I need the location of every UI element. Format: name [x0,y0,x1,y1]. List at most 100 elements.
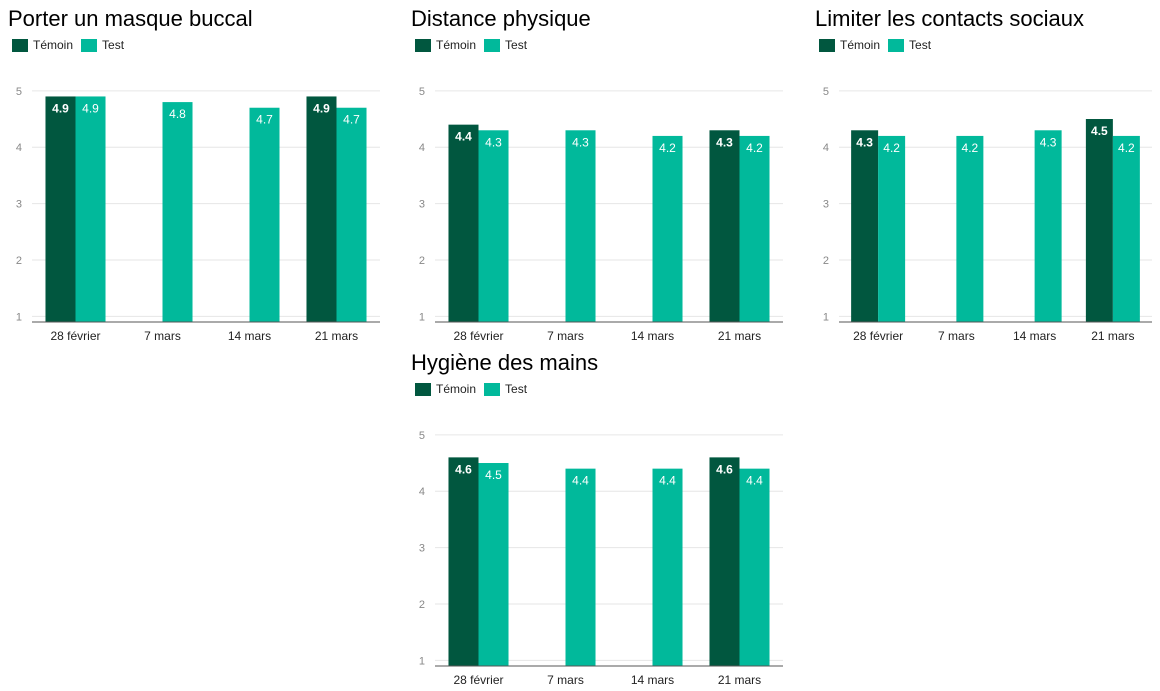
legend-swatch-test [81,38,98,52]
bar-test [878,135,906,322]
bar-test [75,96,106,323]
y-tick-label: 5 [823,86,829,98]
data-label: 4.4 [572,474,589,488]
x-tick-label: 14 mars [631,329,674,343]
x-tick-label: 28 février [453,673,503,687]
y-tick-label: 5 [419,86,425,98]
x-tick-label: 7 mars [144,329,181,343]
y-tick-label: 2 [16,255,22,267]
y-tick-label: 4 [823,142,829,154]
data-label: 4.2 [883,141,900,155]
data-label: 4.9 [82,101,99,115]
bar-test [652,468,683,666]
chart-panel-contacts: Limiter les contacts sociaux Témoin Test… [815,6,1160,346]
data-label: 4.3 [572,135,589,149]
legend: Témoin Test [12,38,132,52]
chart-panel-hygiene: Hygiène des mains Témoin Test 1 2 3 4 5 4.6 4.… [411,350,791,690]
legend-label-test: Test [909,38,932,52]
bar-test [478,130,509,322]
legend-label-temoin: Témoin [840,38,881,52]
chart-title: Limiter les contacts sociaux [815,6,1084,31]
bar-temoin [45,96,76,323]
y-tick-label: 4 [419,142,425,154]
data-label: 4.2 [659,141,676,155]
legend-swatch-test [484,382,501,396]
y-tick-label: 1 [419,655,425,667]
y-tick-label: 1 [823,311,829,323]
bar-temoin [448,457,479,666]
data-label: 4.7 [256,113,273,127]
data-label: 4.2 [962,141,979,155]
x-tick-label: 14 mars [1013,329,1056,343]
legend-label-test: Test [102,38,125,52]
legend: Témoin Test [415,38,535,52]
y-tick-label: 5 [16,86,22,98]
y-tick-label: 3 [419,199,425,211]
chart-title: Hygiène des mains [411,350,599,375]
legend-swatch-temoin [819,38,835,52]
data-label: 4.4 [455,130,472,144]
data-label: 4.5 [485,468,502,482]
bar-chart: 1 2 3 4 5 4.6 4.5 28 février 4.4 7 mars 4.4 14 mars… [419,430,783,687]
bar-test [1112,135,1140,322]
bar-temoin [1085,119,1113,322]
bar-temoin [306,96,337,323]
bar-test [565,468,596,666]
bar-chart: 1 2 3 4 5 4.9 4.9 28 février 4.8 7 mars 4.7 14 mars… [16,86,380,343]
legend: Témoin Test [819,38,939,52]
chart-panel-masque: Porter un masque buccal Témoin Test 1 2 3 4… [8,6,388,346]
y-tick-label: 3 [419,543,425,555]
y-tick-label: 4 [419,486,425,498]
bar-chart: 1 2 3 4 5 4.4 4.3 28 février 4.3 7 mars 4.2 14 mars… [419,86,783,343]
chart-title: Distance physique [411,6,591,31]
bar-test [956,135,984,322]
y-tick-label: 3 [16,199,22,211]
data-label: 4.3 [856,135,873,149]
y-tick-label: 5 [419,430,425,442]
bar-test [652,135,683,322]
y-tick-label: 2 [823,255,829,267]
data-label: 4.9 [52,101,69,115]
data-label: 4.2 [746,141,763,155]
bar-temoin [851,130,879,322]
x-tick-label: 7 mars [938,329,975,343]
bar-test [162,102,193,323]
chart-title: Porter un masque buccal [8,6,253,31]
y-tick-label: 4 [16,142,22,154]
y-tick-label: 2 [419,599,425,611]
data-label: 4.9 [313,101,330,115]
x-tick-label: 14 mars [631,673,674,687]
x-tick-label: 7 mars [547,329,584,343]
x-tick-label: 21 mars [718,329,761,343]
x-tick-label: 21 mars [1091,329,1134,343]
data-label: 4.7 [343,113,360,127]
data-label: 4.5 [1091,124,1108,138]
legend-label-temoin: Témoin [33,38,74,52]
bar-test [739,135,770,322]
legend-swatch-test [888,38,905,52]
data-label: 4.4 [746,474,763,488]
legend: Témoin Test [415,382,535,396]
legend-swatch-temoin [415,38,431,52]
data-label: 4.6 [455,462,472,476]
x-tick-label: 21 mars [315,329,358,343]
legend-label-test: Test [505,382,528,396]
legend-swatch-temoin [415,382,431,396]
bar-temoin [448,124,479,322]
data-label: 4.6 [716,462,733,476]
data-label: 4.3 [1040,135,1057,149]
bar-chart: 1 2 3 4 5 4.3 4.2 28 février 4.2 7 mars 4.3 14 mars… [823,86,1152,343]
bar-test [478,463,509,666]
y-tick-label: 2 [419,255,425,267]
y-tick-label: 1 [16,311,22,323]
chart-panel-distance: Distance physique Témoin Test 1 2 3 4 5 4.4 4.… [411,6,791,346]
x-tick-label: 7 mars [547,673,584,687]
legend-label-temoin: Témoin [436,382,477,396]
x-tick-label: 28 février [853,329,903,343]
data-label: 4.3 [485,135,502,149]
bar-test [565,130,596,322]
bar-temoin [709,457,740,666]
legend-swatch-test [484,38,501,52]
x-tick-label: 14 mars [228,329,271,343]
bar-test [249,107,280,322]
